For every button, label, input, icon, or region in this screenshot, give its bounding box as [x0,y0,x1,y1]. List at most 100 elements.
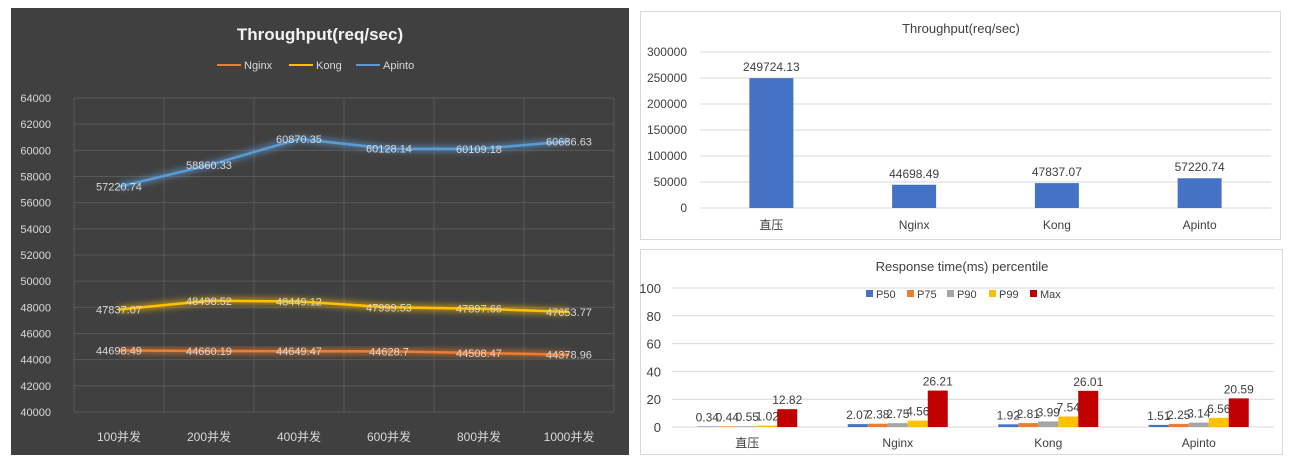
data-label-max: 26.01 [1073,375,1103,389]
x-tick-label: Kong [1034,436,1062,450]
x-tick-label: 600并发 [367,429,411,444]
data-label-kong: 47837.07 [96,304,142,316]
y-tick-label: 300000 [647,45,687,59]
data-label-max: 26.21 [923,375,953,389]
x-tick-label: 200并发 [187,429,231,444]
bar-kong-p99 [1058,416,1079,427]
legend-label-p99: P99 [999,289,1019,301]
y-tick-label: 60 [647,337,661,352]
data-label-max: 12.82 [772,393,802,407]
legend-label-p75: P75 [917,289,937,301]
data-label-apinto: 58860.33 [186,160,232,172]
bar-chart-panel: Throughput(req/sec) 0 50000 100000 150000 200… [640,11,1281,240]
data-label-p75: 2.25 [1167,408,1191,422]
bar-nginx-p50 [847,424,868,427]
bar-apinto-p99 [1208,417,1229,427]
data-label-max: 20.59 [1224,382,1254,396]
y-tick-label: 100 [639,281,661,296]
y-tick-label: 20 [647,392,661,407]
y-tick-label: 42000 [20,381,51,393]
data-label-p90: 3.99 [1037,405,1061,419]
percentile-chart-panel: Response time(ms) percentile P50 P75 P90 P99… [639,249,1283,455]
data-label-p75: 2.38 [866,408,890,422]
bar-直压-max [777,409,798,427]
bar-apinto-p50 [1148,424,1169,427]
data-label-apinto: 60686.63 [546,136,592,148]
x-tick-label: Apinto [1182,436,1216,450]
y-tick-label: 62000 [20,119,51,131]
legend-swatch-p99 [989,290,996,297]
y-tick-label: 200000 [647,97,687,111]
legend-swatch-p90 [947,290,954,297]
x-tick-label: Nginx [899,218,930,232]
chart-title: Throughput(req/sec) [902,21,1020,36]
y-tick-label: 48000 [20,302,51,314]
x-tick-label: 1000并发 [544,429,595,444]
series-line-apinto [118,137,570,188]
legend-label-apinto: Apinto [383,60,414,72]
bar-kong-p90 [1038,421,1059,427]
y-tick-label: 80 [647,309,661,324]
data-label: 47837.07 [1032,165,1082,179]
data-label-nginx: 44698.49 [96,346,142,358]
x-tick-label: Nginx [882,436,913,450]
y-tick-label: 250000 [647,71,687,85]
y-tick-label: 50000 [20,276,51,288]
data-label-p90: 2.75 [886,407,910,421]
bar-直压-p90 [737,426,758,427]
x-tick-label: 800并发 [457,429,501,444]
bar-apinto-max [1228,398,1249,427]
throughput-line-chart: Throughput(req/sec) Nginx Kong Apinto 40000 4… [20,25,615,444]
line-chart-panel: Throughput(req/sec) Nginx Kong Apinto 40000 4… [11,8,629,455]
data-label-p90: 0.55 [736,410,760,424]
data-label: 44698.49 [889,167,939,181]
bar-nginx [892,184,937,208]
bar-直压-p50 [697,426,718,428]
y-tick-label: 40 [647,364,661,379]
y-tick-label: 58000 [20,172,51,184]
bar-nginx-p75 [867,423,888,427]
legend-swatch-max [1030,290,1037,297]
bar-kong-max [1078,390,1099,427]
data-label-kong: 47897.66 [456,304,502,316]
data-label-apinto: 60128.14 [366,144,412,156]
data-label-p99: 7.54 [1057,401,1081,415]
data-label-apinto: 60109.18 [456,144,502,156]
data-label-nginx: 44660.19 [186,346,232,358]
x-tick-label: 400并发 [277,429,321,444]
legend-label-p90: P90 [957,289,977,301]
bar-直压-p75 [717,426,738,427]
data-label-kong: 48498.52 [186,296,232,308]
data-label-apinto: 60870.35 [276,134,322,146]
data-label: 249724.13 [743,60,800,74]
legend-label-nginx: Nginx [244,60,273,72]
data-label-nginx: 44378.96 [546,350,592,362]
legend-swatch-p50 [866,290,873,297]
data-label-p90: 3.14 [1187,407,1211,421]
response-time-percentile-chart: Response time(ms) percentile P50 P75 P90 P99… [639,259,1274,450]
series-line-nginx [118,349,570,356]
y-tick-label: 60000 [20,145,51,157]
data-label-kong: 48449.12 [276,296,322,308]
data-label-p75: 0.44 [716,410,740,424]
y-tick-label: 50000 [654,175,688,189]
bar-apinto [1177,178,1222,208]
bar-kong [1034,183,1079,208]
y-tick-label: 54000 [20,224,51,236]
data-label-p99: 4.56 [906,405,930,419]
data-label-p75: 2.81 [1017,407,1041,421]
legend-swatch-p75 [907,290,914,297]
data-label-p99: 1.02 [756,410,780,424]
legend-label-kong: Kong [316,60,342,72]
x-tick-label: Kong [1043,218,1071,232]
data-label-nginx: 44508.47 [456,348,502,360]
y-tick-label: 46000 [20,329,51,341]
bar-apinto-p75 [1168,423,1189,427]
data-label-nginx: 44649.47 [276,346,322,358]
data-label-p50: 0.34 [696,411,720,425]
bar-直压 [749,78,794,208]
y-tick-label: 0 [654,420,661,435]
y-tick-label: 44000 [20,355,51,367]
bar-kong-p75 [1018,423,1039,427]
x-tick-label: 直压 [735,436,759,450]
